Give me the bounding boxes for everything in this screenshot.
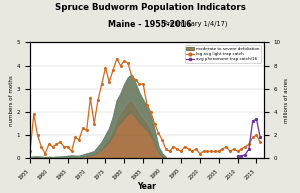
Legend: moderate to severe defoliation, log avg light trap catch, avg pheromone trap cat: moderate to severe defoliation, log avg …: [185, 45, 261, 63]
Text: (Preliminary 1/4/17): (Preliminary 1/4/17): [159, 20, 228, 27]
Text: Spruce Budworm Population Indicators: Spruce Budworm Population Indicators: [55, 3, 245, 12]
Y-axis label: millions of acres: millions of acres: [284, 78, 289, 123]
Text: Maine - 1955-2016: Maine - 1955-2016: [108, 20, 192, 29]
Y-axis label: numbers of moths: numbers of moths: [9, 75, 14, 126]
X-axis label: Year: Year: [138, 182, 156, 191]
